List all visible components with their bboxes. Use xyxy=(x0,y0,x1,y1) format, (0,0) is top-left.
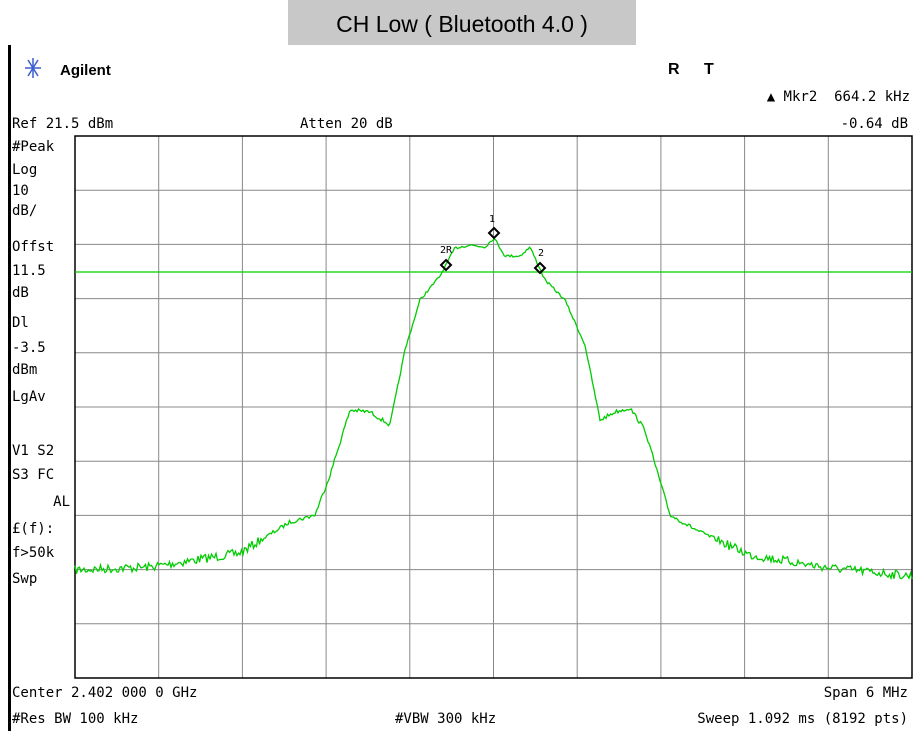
side-label: dB/ xyxy=(12,203,37,219)
marker-readout: ▲ Mkr2 664.2 kHz xyxy=(767,89,910,105)
span: Span 6 MHz xyxy=(824,685,908,701)
side-label: LgAv xyxy=(12,389,46,405)
marker-diamonds xyxy=(439,226,547,275)
side-label: dBm xyxy=(12,362,37,378)
marker-label: 2 xyxy=(538,248,544,259)
side-label: Dl xyxy=(12,315,29,331)
graticule-frame xyxy=(74,135,913,679)
side-label: Log xyxy=(12,162,37,178)
status-r: R xyxy=(668,61,680,78)
side-label: V1 S2 xyxy=(12,443,54,459)
side-label: AL xyxy=(53,494,70,510)
graticule xyxy=(75,136,912,678)
attenuation: Atten 20 dB xyxy=(300,116,393,132)
left-border xyxy=(8,45,11,731)
side-label: Swp xyxy=(12,571,37,587)
side-label: -3.5 xyxy=(12,340,46,356)
side-label: #Peak xyxy=(12,139,55,155)
vbw: #VBW 300 kHz xyxy=(395,711,496,727)
center-freq: Center 2.402 000 0 GHz xyxy=(12,685,197,701)
brand: Agilent xyxy=(60,62,111,79)
marker-delta: -0.64 dB xyxy=(841,116,908,132)
side-label: dB xyxy=(12,285,29,301)
agilent-logo xyxy=(25,58,41,78)
side-label: 11.5 xyxy=(12,263,46,279)
status-t: T xyxy=(704,61,714,78)
side-label: 10 xyxy=(12,183,29,199)
side-label: S3 FC xyxy=(12,467,54,483)
side-labels: #Peak Log 10 dB/Offst 11.5 dB Dl -3.5 dBm LgAv V1 … xyxy=(12,139,70,587)
sweep: Sweep 1.092 ms (8192 pts) xyxy=(697,711,908,727)
side-label: £(f): xyxy=(12,521,54,537)
analyzer-panel xyxy=(0,45,913,731)
title: CH Low ( Bluetooth 4.0 ) xyxy=(336,11,588,37)
ref-level: Ref 21.5 dBm xyxy=(12,116,113,132)
marker-label: 1 xyxy=(489,214,495,225)
side-label: Offst xyxy=(12,239,54,255)
marker-label: 2R xyxy=(440,245,453,256)
res-bw: #Res BW 100 kHz xyxy=(12,711,138,727)
trace xyxy=(74,238,913,581)
side-label: f>50k xyxy=(12,545,55,561)
title-banner xyxy=(288,0,636,45)
